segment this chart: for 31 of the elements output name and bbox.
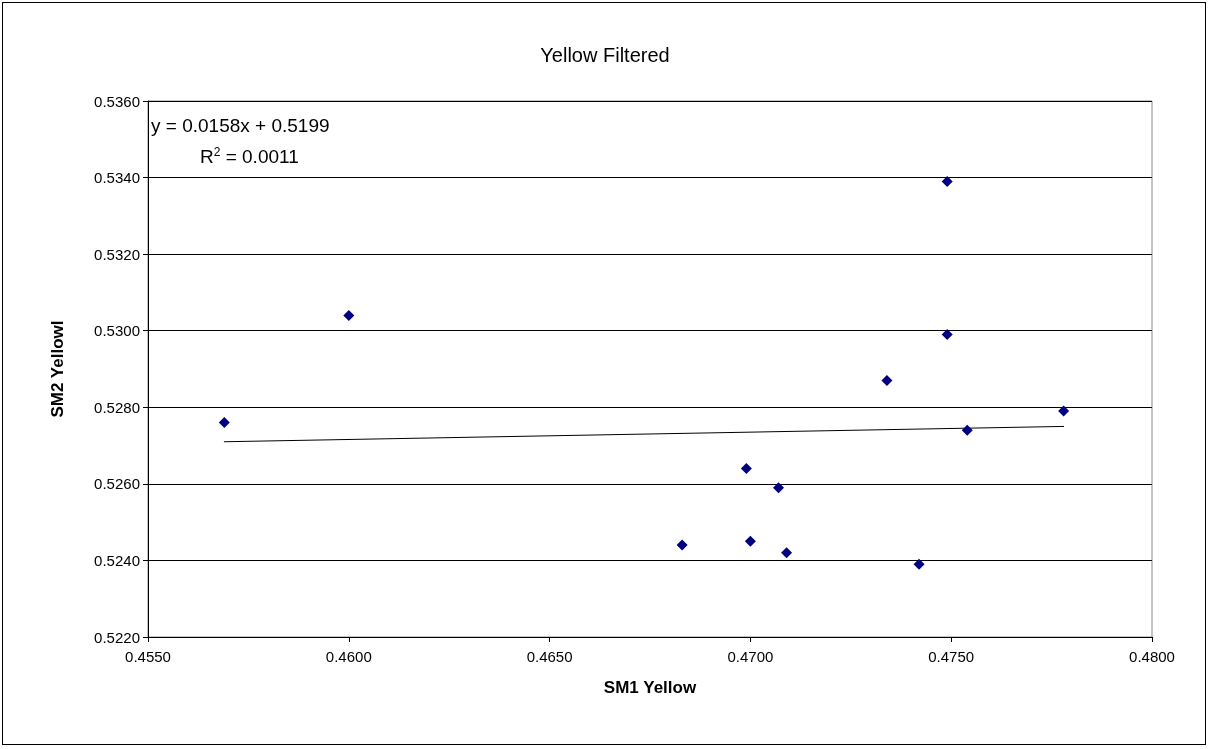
y-tick-label: 0.5240 <box>94 551 140 569</box>
point <box>676 539 688 551</box>
y-axis-title: SM2 Yellowl <box>48 320 67 418</box>
point <box>773 482 785 494</box>
x-tick-label: 0.4650 <box>526 648 573 665</box>
annotation: y = 0.0158x + 0.5199 <box>151 115 330 136</box>
x-tick-label: 0.4550 <box>125 648 171 665</box>
y-tick-label: 0.5260 <box>94 475 140 493</box>
point <box>343 309 355 321</box>
y-tick-label: 0.5320 <box>94 245 140 263</box>
chart-title: Yellow Filtered <box>540 44 670 66</box>
y-tick-label: 0.5280 <box>94 398 140 416</box>
y-tick-label: 0.5340 <box>94 169 140 187</box>
point <box>781 547 793 559</box>
point <box>961 424 973 436</box>
point <box>941 175 953 187</box>
y-tick-label: 0.5220 <box>94 628 140 646</box>
x-tick-label: 0.4800 <box>1129 648 1175 665</box>
x-tick-label: 0.4750 <box>928 648 975 665</box>
point <box>744 535 756 547</box>
point <box>881 374 893 386</box>
point <box>941 329 953 341</box>
point <box>740 463 752 475</box>
x-tick-label: 0.4600 <box>325 648 372 665</box>
y-tick-label: 0.5360 <box>94 92 140 110</box>
y-tick-label: 0.5300 <box>94 322 140 340</box>
point <box>913 558 925 570</box>
point <box>218 417 230 429</box>
x-axis-title: SM1 Yellow <box>603 678 697 697</box>
x-tick-label: 0.4700 <box>727 648 774 665</box>
point <box>1058 405 1070 417</box>
